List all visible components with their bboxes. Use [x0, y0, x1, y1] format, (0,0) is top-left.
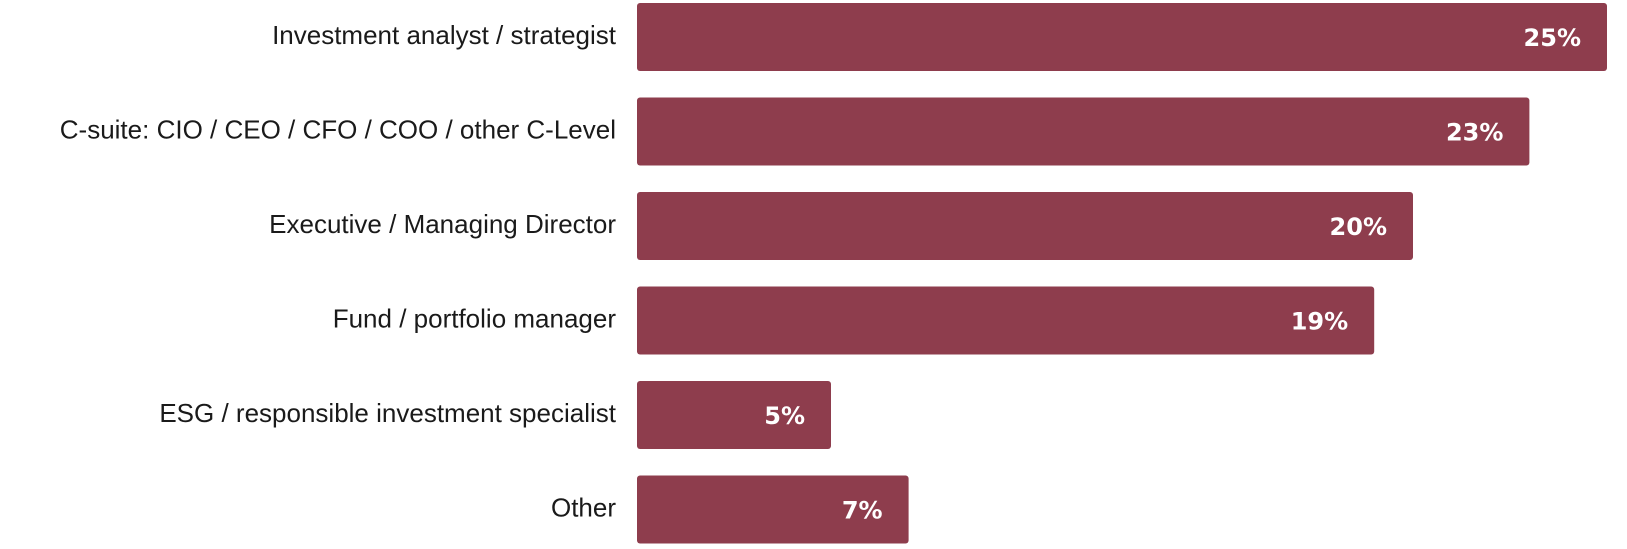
- category-label: Other: [551, 492, 616, 522]
- bar: [637, 97, 1530, 166]
- category-label: Investment analyst / strategist: [272, 20, 617, 50]
- bar: [637, 286, 1375, 355]
- value-label: 20%: [1330, 213, 1387, 241]
- category-label: ESG / responsible investment specialist: [159, 398, 616, 428]
- value-labels-group: 25% 23% 20% 19% 5% 7%: [764, 24, 1581, 525]
- bar: [637, 192, 1413, 260]
- bar: [637, 3, 1607, 71]
- bar: [637, 381, 831, 449]
- value-label: 25%: [1524, 24, 1581, 52]
- category-label: C-suite: CIO / CEO / CFO / COO / other C…: [60, 114, 616, 144]
- category-labels-group: Investment analyst / strategist C-suite: …: [60, 20, 617, 523]
- category-label: Executive / Managing Director: [269, 209, 616, 239]
- value-label: 23%: [1446, 119, 1503, 147]
- bar: [637, 475, 909, 544]
- bars-group: [637, 3, 1607, 544]
- value-label: 19%: [1291, 308, 1348, 336]
- value-label: 5%: [764, 402, 805, 430]
- value-label: 7%: [842, 497, 883, 525]
- category-label: Fund / portfolio manager: [333, 303, 617, 333]
